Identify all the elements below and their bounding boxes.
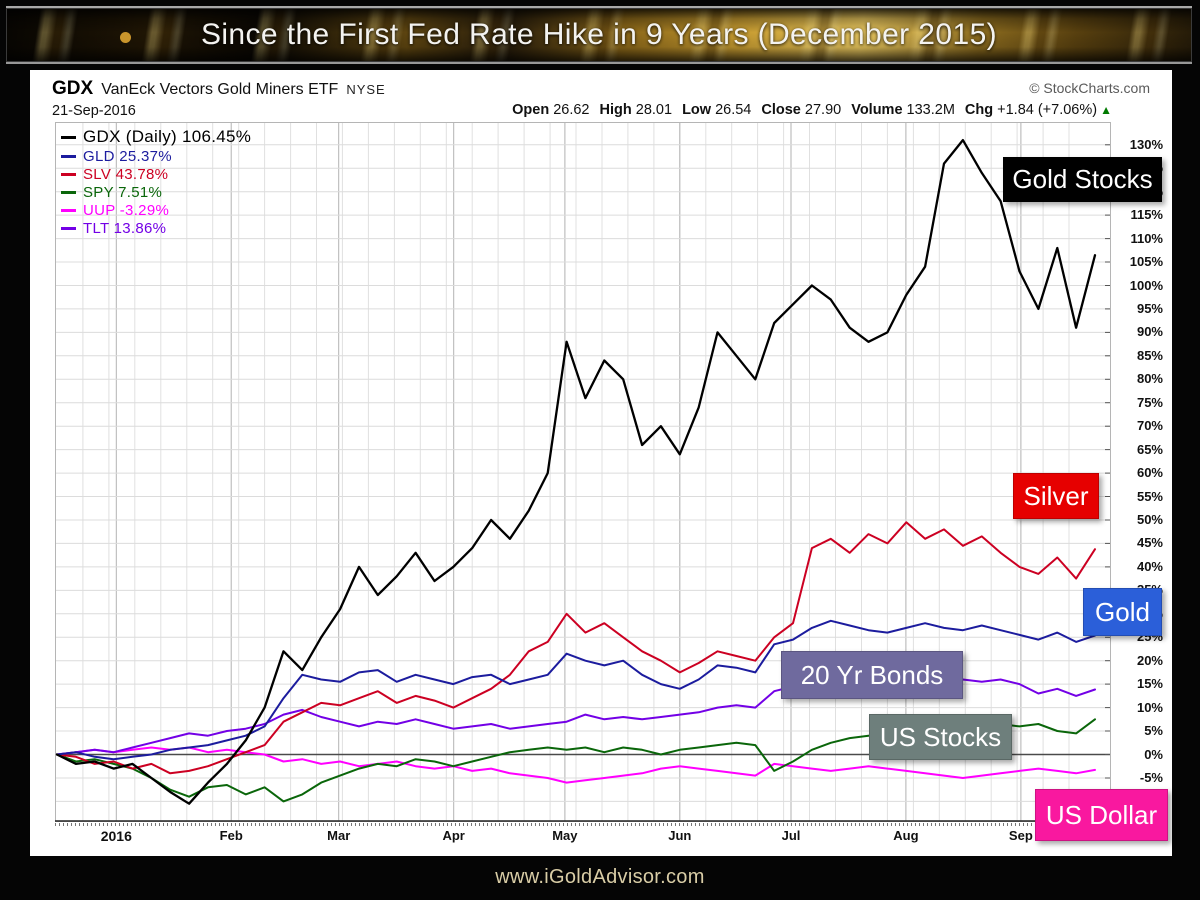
chart-panel: GDX VanEck Vectors Gold Miners ETF NYSE … [30, 70, 1172, 856]
y-axis-label: 5% [1144, 723, 1163, 739]
callout-us-dollar: US Dollar [1035, 789, 1168, 841]
quote-volume: Volume 133.2M [851, 102, 955, 118]
x-axis-label: Aug [893, 828, 919, 843]
legend-label-TLT: TLT 13.86% [83, 220, 167, 237]
chart-legend: GDX (Daily) 106.45% GLD 25.37% SLV 43.78% S… [61, 127, 251, 238]
y-axis-label: 70% [1136, 418, 1163, 434]
callout-us-stocks: US Stocks [869, 714, 1012, 760]
quote-row: Open 26.62 High 28.01 Low 26.54 Close 27.90… [502, 102, 1112, 118]
callout-silver: Silver [1013, 473, 1099, 519]
callout-bonds: 20 Yr Bonds [781, 651, 963, 699]
y-axis-label: 10% [1136, 699, 1163, 715]
x-axis-label: May [552, 828, 578, 843]
legend-label-UUP: UUP -3.29% [83, 202, 170, 219]
series-line-GDX [55, 138, 1097, 805]
quote-low: Low 26.54 [682, 102, 752, 118]
y-axis-label: 15% [1136, 676, 1163, 692]
ticker-name: VanEck Vectors Gold Miners ETF [101, 81, 339, 98]
x-axis-label: Feb [219, 828, 243, 843]
legend-label-GLD: GLD 25.37% [83, 148, 172, 165]
plot-area [55, 122, 1111, 822]
legend-label-SLV: SLV 43.78% [83, 166, 169, 183]
y-axis-label: 80% [1136, 371, 1163, 387]
chart-header: GDX VanEck Vectors Gold Miners ETF NYSE [52, 78, 386, 100]
legend-item-TLT: TLT 13.86% [61, 220, 251, 237]
series-line-SLV [56, 521, 1096, 775]
legend-item-SLV: SLV 43.78% [61, 166, 251, 183]
y-axis-label: 45% [1136, 535, 1163, 551]
legend-swatch-GLD [61, 155, 76, 158]
stockcharts-credit: © StockCharts.com [1029, 80, 1150, 96]
legend-item-GLD: GLD 25.37% [61, 148, 251, 165]
quote-high: High 28.01 [599, 102, 673, 118]
y-axis-label: 40% [1136, 558, 1163, 574]
legend-swatch-UUP [61, 209, 76, 212]
y-axis-label: 105% [1129, 254, 1163, 270]
quote-close: Close 27.90 [761, 102, 842, 118]
legend-item-SPY: SPY 7.51% [61, 184, 251, 201]
footer: www.iGoldAdvisor.com [0, 856, 1200, 900]
footer-url: www.iGoldAdvisor.com [495, 866, 705, 888]
y-axis-label: 50% [1136, 512, 1163, 527]
x-axis-label: Jul [781, 828, 801, 843]
y-axis-label: 65% [1136, 441, 1163, 457]
x-axis-label: 2016 [100, 828, 132, 844]
legend-swatch-GDX [61, 135, 76, 139]
legend-item-GDX: GDX (Daily) 106.45% [61, 127, 251, 147]
slide-title-banner: Since the First Fed Rate Hike in 9 Years… [6, 6, 1192, 64]
x-axis-label: Apr [442, 828, 465, 843]
x-axis-label: Mar [327, 828, 351, 843]
legend-label-SPY: SPY 7.51% [83, 184, 163, 201]
y-axis-label: 75% [1136, 394, 1163, 410]
daily-tick-strip [55, 823, 1111, 826]
x-axis-label: Sep [1008, 828, 1033, 843]
y-axis-label: 90% [1136, 324, 1163, 340]
chart-date: 21-Sep-2016 [52, 103, 136, 119]
y-axis-label: 130% [1129, 136, 1163, 152]
y-axis-label: 85% [1136, 347, 1163, 363]
quote-chg: Chg +1.84 (+7.06%) [964, 102, 1098, 118]
legend-swatch-SLV [61, 173, 76, 176]
series-line-GLD [56, 619, 1096, 761]
y-axis-label: 110% [1130, 230, 1163, 246]
exchange-label: NYSE [346, 82, 386, 97]
legend-item-UUP: UUP -3.29% [61, 202, 251, 219]
quote-open: Open 26.62 [512, 102, 590, 118]
legend-swatch-SPY [61, 191, 76, 194]
ticker-symbol: GDX [52, 78, 94, 99]
callout-gold: Gold [1083, 588, 1162, 636]
slide-title: Since the First Fed Rate Hike in 9 Years… [200, 18, 998, 51]
x-axis-label: Jun [668, 828, 692, 843]
y-axis-label: 0% [1144, 746, 1163, 762]
y-axis-label: 55% [1136, 488, 1163, 504]
y-axis-label: 20% [1136, 652, 1163, 668]
y-axis-label: 60% [1136, 465, 1163, 481]
y-axis-label: 100% [1129, 277, 1163, 293]
legend-swatch-TLT [61, 227, 76, 230]
series-line-UUP [56, 746, 1096, 784]
y-axis-label: 115% [1130, 207, 1163, 223]
y-axis-label: -5% [1139, 769, 1163, 785]
title-bullet-icon [120, 32, 131, 43]
y-axis-label: 95% [1136, 300, 1163, 316]
change-up-arrow-icon: ▲ [1100, 103, 1112, 117]
legend-label-GDX: GDX (Daily) 106.45% [83, 127, 252, 146]
callout-gold-stocks: Gold Stocks [1003, 157, 1162, 202]
